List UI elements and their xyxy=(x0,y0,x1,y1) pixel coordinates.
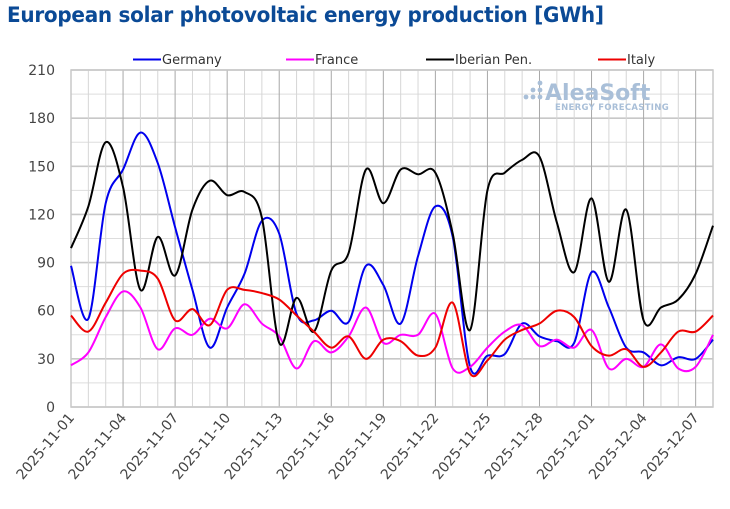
series-line-italy xyxy=(70,268,714,378)
watermark-subtext: ENERGY FORECASTING xyxy=(555,103,669,113)
series-lines xyxy=(70,131,714,378)
legend-label: France xyxy=(315,53,358,68)
y-tick-label: 60 xyxy=(37,304,55,320)
legend: Germany France Iberian Pen. Italy xyxy=(133,53,656,68)
legend-item-france: France xyxy=(286,53,358,68)
y-tick-label: 180 xyxy=(28,111,55,127)
chart-title: European solar photovoltaic energy produ… xyxy=(7,3,604,28)
legend-label: Germany xyxy=(162,53,222,68)
legend-item-iberian-pen: Iberian Pen. xyxy=(426,53,532,68)
series-line-france xyxy=(70,290,714,374)
series-line-germany xyxy=(70,131,714,375)
aleasoft-watermark: AleaSoft ENERGY FORECASTING xyxy=(523,80,669,113)
y-tick-label: 30 xyxy=(37,352,55,368)
y-tick-label: 150 xyxy=(28,159,55,175)
watermark-text: AleaSoft xyxy=(545,81,651,106)
aleasoft-logo-icon xyxy=(523,80,543,100)
legend-label: Iberian Pen. xyxy=(455,53,532,68)
y-tick-label: 120 xyxy=(28,207,55,223)
legend-item-germany: Germany xyxy=(133,53,222,68)
legend-label: Italy xyxy=(627,53,656,68)
y-tick-label: 0 xyxy=(46,400,55,416)
grid xyxy=(70,69,714,408)
series-line-iberian-pen xyxy=(70,141,714,346)
y-tick-label: 90 xyxy=(37,256,55,272)
legend-item-italy: Italy xyxy=(598,53,656,68)
y-tick-label: 210 xyxy=(28,63,55,79)
plot-area-border xyxy=(70,69,714,408)
